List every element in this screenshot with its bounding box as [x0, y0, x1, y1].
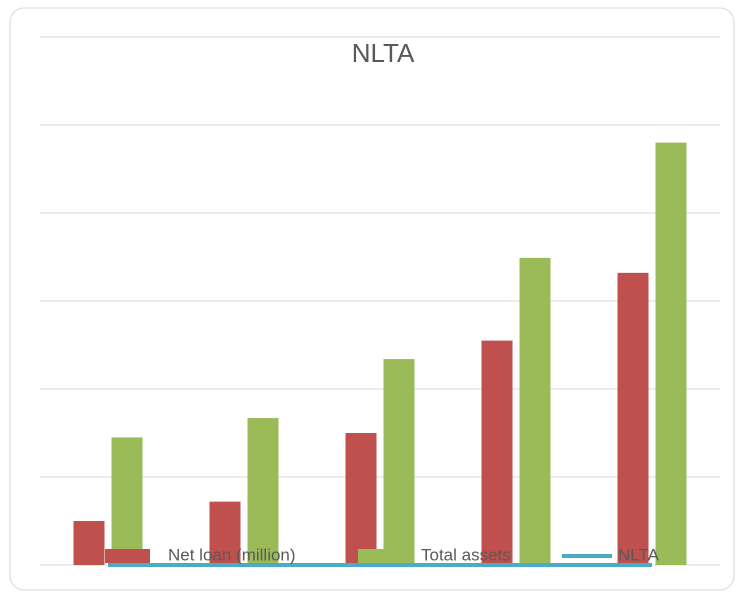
- legend-label: NLTA: [618, 545, 660, 564]
- legend-label: Net loan (million): [168, 545, 296, 564]
- bar: [209, 501, 241, 565]
- chart-frame: [9, 7, 735, 591]
- legend-label: Total assets: [421, 545, 511, 564]
- bar: [111, 437, 143, 565]
- bar: [655, 142, 687, 565]
- legend-swatch: [105, 549, 150, 563]
- bar: [383, 359, 415, 565]
- bar: [519, 257, 551, 565]
- bar: [617, 272, 649, 565]
- bar: [481, 340, 513, 565]
- bar: [345, 433, 377, 565]
- chart-title: NLTA: [352, 38, 415, 68]
- bar: [247, 418, 279, 565]
- bar: [73, 521, 105, 565]
- legend-swatch: [358, 549, 403, 563]
